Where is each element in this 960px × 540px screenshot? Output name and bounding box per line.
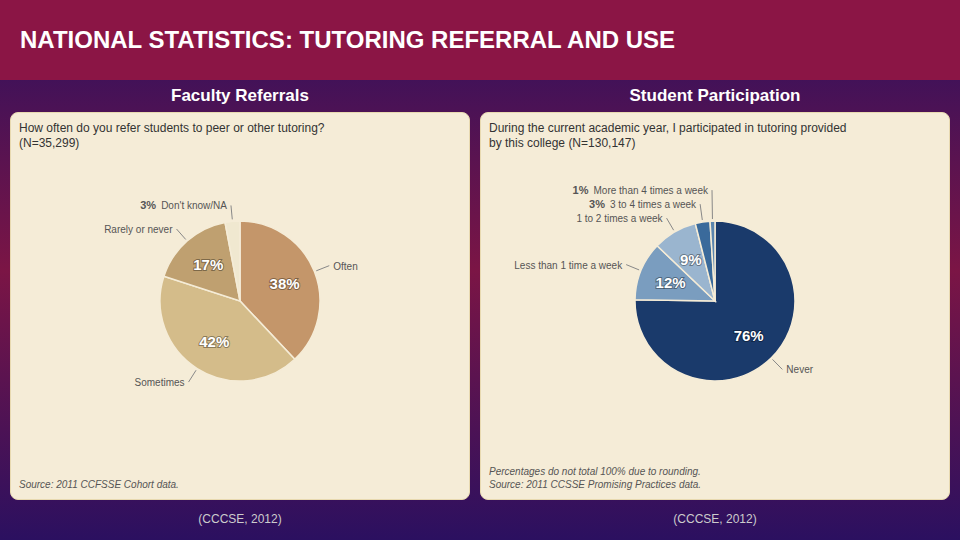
svg-text:42%: 42% — [199, 333, 229, 350]
html-text:(N=35,299): (N=35,299) — [19, 136, 80, 150]
svg-text:Less than 1 time a week: Less than 1 time a week — [514, 259, 623, 270]
svg-text:12%: 12% — [656, 274, 686, 291]
html-text:(CCCSE, 2012): (CCCSE, 2012) — [673, 512, 757, 526]
svg-text:Sometimes: Sometimes — [135, 377, 185, 388]
svg-text:Never: Never — [786, 364, 813, 375]
html-text:Source: 2011 CCFSSE Cohort dat: Source: 2011 CCFSSE Cohort data. — [19, 479, 179, 490]
html-text:Percentages do not total 100%: Percentages do not total 100% due to rou… — [489, 466, 701, 477]
svg-text:9%: 9% — [680, 251, 702, 268]
svg-text:38%: 38% — [270, 275, 300, 292]
html-text:by this college (N=130,147): by this college (N=130,147) — [489, 136, 636, 150]
svg-text:3%Don't know/NA: 3%Don't know/NA — [140, 199, 227, 211]
svg-text:Often: Often — [333, 260, 357, 271]
html-text:NATIONAL STATISTICS: TUTORING: NATIONAL STATISTICS: TUTORING REFERRAL A… — [20, 26, 676, 53]
html-text:Student Participation: Student Participation — [629, 86, 801, 105]
html-text:How often do you refer student: How often do you refer students to peer … — [19, 121, 325, 135]
svg-text:1 to 2 times a week: 1 to 2 times a week — [576, 213, 663, 224]
svg-text:1%More than 4 times a week: 1%More than 4 times a week — [573, 184, 709, 196]
svg-text:Rarely or never: Rarely or never — [104, 223, 173, 234]
html-text:During the current academic ye: During the current academic year, I part… — [489, 121, 847, 135]
html-text:Faculty Referrals: Faculty Referrals — [171, 86, 309, 105]
svg-text:17%: 17% — [193, 256, 223, 273]
html-text:(CCCSE, 2012): (CCCSE, 2012) — [198, 512, 282, 526]
svg-text:3%3 to 4 times a week: 3%3 to 4 times a week — [589, 198, 697, 210]
svg-text:76%: 76% — [734, 327, 764, 344]
html-text:Source: 2011 CCSSE Promising P: Source: 2011 CCSSE Promising Practices d… — [489, 479, 702, 490]
